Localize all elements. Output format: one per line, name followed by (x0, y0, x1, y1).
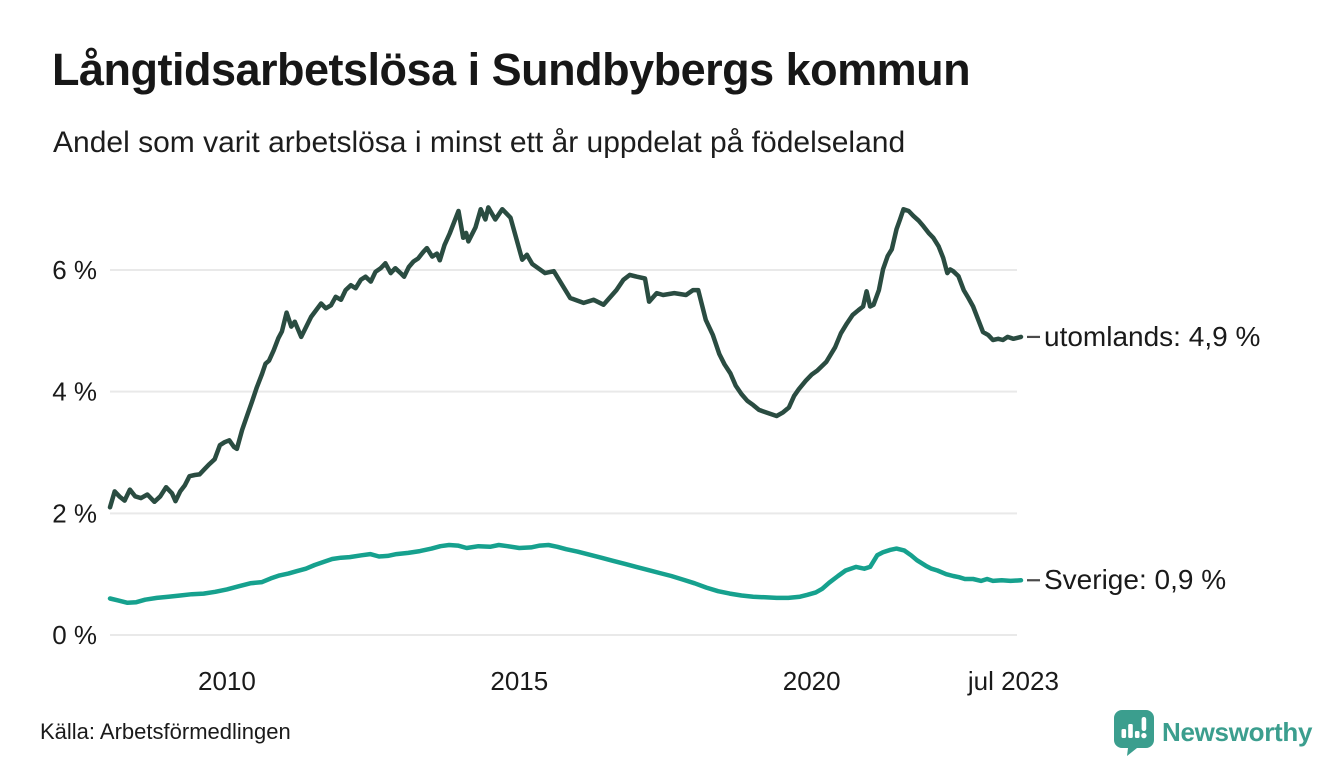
series-end-label-utomlands: utomlands: 4,9 % (1044, 320, 1261, 352)
series-end-label-sverige: Sverige: 0,9 % (1044, 564, 1227, 596)
series-lines (107, 205, 1024, 606)
x-tick-label: 2010 (198, 666, 256, 696)
y-tick-label: 2 % (52, 498, 97, 528)
x-tick-label: jul 2023 (967, 666, 1059, 696)
x-tick-label: 2015 (490, 666, 548, 696)
newsworthy-icon (1114, 710, 1154, 756)
series-line-utomlands (107, 205, 1024, 510)
page-subtitle: Andel som varit arbetslösa i minst ett å… (53, 126, 906, 159)
page-title: Långtidsarbetslösa i Sundbybergs kommun (52, 44, 971, 95)
y-tick-label: 4 % (52, 377, 97, 407)
newsworthy-wordmark: Newsworthy (1162, 716, 1313, 747)
series-label-connectors (1027, 335, 1040, 582)
y-tick-label: 0 % (52, 620, 97, 650)
y-axis-tick-labels: 0 % 2 % 4 % 6 % (52, 255, 97, 650)
source-note: Källa: Arbetsförmedlingen (40, 719, 291, 744)
newsworthy-logo: Newsworthy (1112, 708, 1312, 756)
x-axis-tick-labels: 2010 2015 2020 jul 2023 (198, 666, 1059, 696)
gridlines (110, 269, 1017, 636)
x-tick-label: 2020 (783, 666, 841, 696)
y-tick-label: 6 % (52, 255, 97, 285)
series-line-sverige (107, 542, 1024, 606)
